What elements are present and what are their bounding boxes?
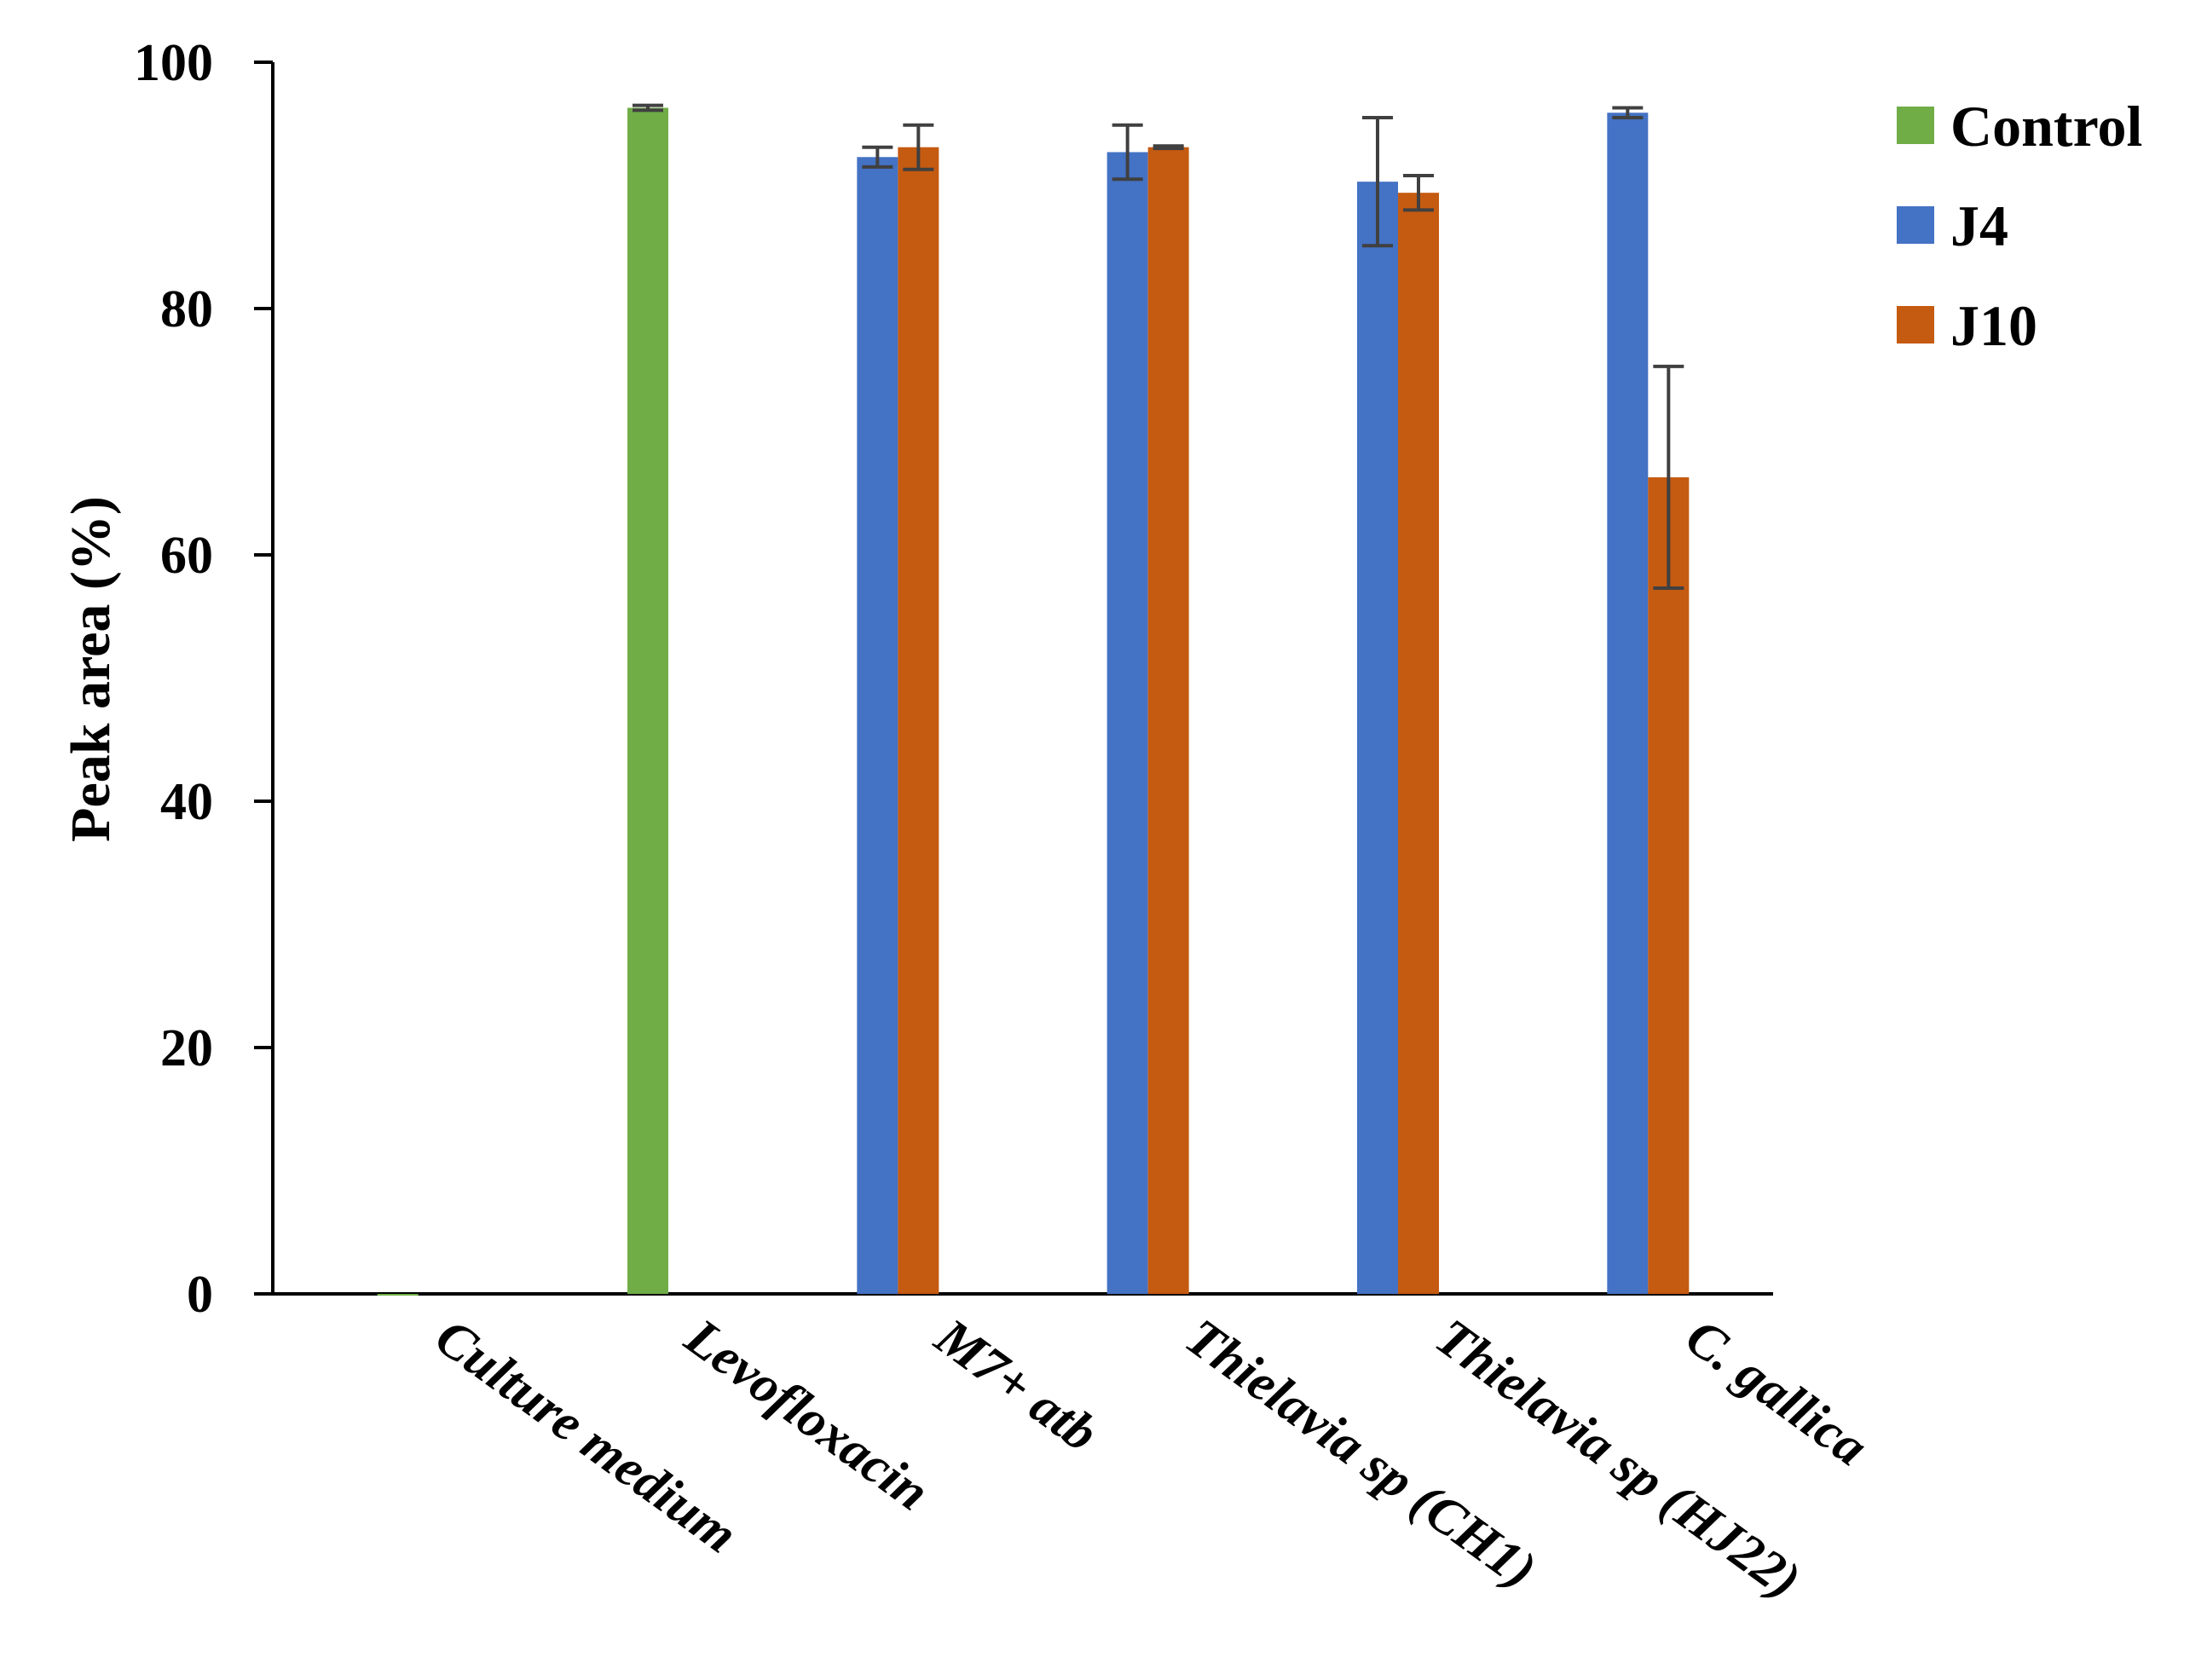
y-tick-label: 60: [160, 527, 213, 585]
y-tick-label: 20: [160, 1019, 213, 1077]
y-axis-title: Peak area (%): [60, 496, 122, 842]
error-bar-j4-6: [1612, 106, 1644, 120]
bar-j10-3: [898, 147, 939, 1295]
y-tick-label: 80: [160, 280, 213, 338]
bar-j4-3: [857, 157, 898, 1294]
bar-j10-5: [1398, 193, 1439, 1294]
y-tick-label: 40: [160, 773, 213, 831]
x-category-label: M7+ atb: [924, 1308, 1108, 1464]
bar-j10-6: [1648, 476, 1690, 1294]
legend-swatch-j10: [1897, 306, 1934, 344]
error-bar-j4-5: [1362, 116, 1393, 248]
y-tick-label: 100: [134, 34, 213, 92]
bar-control-2: [627, 107, 668, 1295]
bar-j4-6: [1607, 113, 1649, 1294]
legend-swatch-j4: [1897, 206, 1934, 244]
y-tick-labels: 0 20 40 60 80 100: [134, 34, 213, 1324]
error-bar-j10-5: [1403, 173, 1434, 212]
error-bar-j10-3: [903, 123, 934, 171]
error-bar-j10-6: [1653, 364, 1684, 591]
error-bars: [633, 103, 1684, 591]
y-tick-label: 0: [187, 1266, 213, 1324]
error-bar-j4-4: [1112, 123, 1143, 182]
bar-j4-4: [1106, 152, 1148, 1295]
bars: [377, 107, 1690, 1296]
legend: Control J4 J10: [1897, 94, 2142, 358]
bar-j10-4: [1147, 147, 1189, 1295]
x-category-label: C. gallica: [1675, 1308, 1878, 1477]
error-bar-j4-3: [862, 145, 893, 169]
error-bar-j10-4: [1153, 144, 1184, 151]
legend-label-j4: J4: [1950, 193, 2008, 258]
legend-label-control: Control: [1950, 94, 2142, 159]
legend-label-j10: J10: [1950, 293, 2037, 358]
legend-swatch-control: [1897, 107, 1934, 144]
x-category-label: Levofloxacin: [674, 1308, 939, 1522]
bar-j4-5: [1357, 182, 1398, 1294]
axes: [254, 61, 1773, 1296]
error-bar-control-2: [633, 103, 663, 113]
bar-control-1: [377, 1294, 419, 1296]
